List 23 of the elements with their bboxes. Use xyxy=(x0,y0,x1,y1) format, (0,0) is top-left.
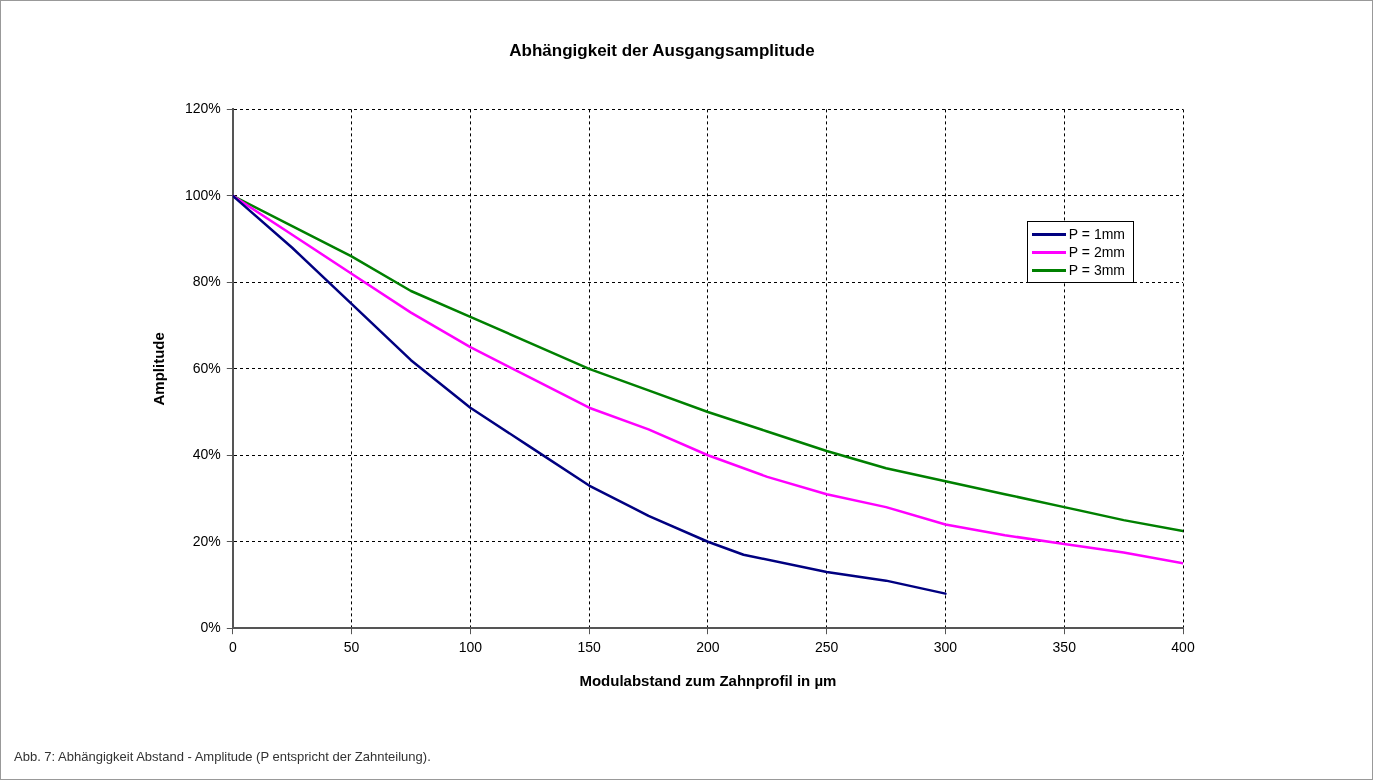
y-axis-title: Amplitude xyxy=(150,332,168,406)
x-tick-label: 400 xyxy=(1171,639,1195,656)
y-tick-label: 100% xyxy=(184,186,221,203)
chart-title: Abhängigkeit der Ausgangsamplitude xyxy=(509,40,815,60)
caption: Abb. 7: Abhängigkeit Abstand - Amplitude (P entspricht der Zahnteilung). xyxy=(14,749,431,764)
x-tick-label: 250 xyxy=(815,639,839,656)
legend-label: P = 1mm xyxy=(1068,226,1125,242)
x-tick-label: 350 xyxy=(1052,639,1077,656)
legend-label: P = 2mm xyxy=(1068,244,1125,260)
x-tick-label: 50 xyxy=(343,639,360,656)
x-tick-label: 0 xyxy=(228,639,237,656)
y-tick-label: 20% xyxy=(192,532,221,549)
x-axis-title: Modulabstand zum Zahnprofil in µm xyxy=(579,672,837,690)
x-tick-label: 150 xyxy=(577,639,602,656)
x-tick-label: 300 xyxy=(933,639,958,656)
y-tick-label: 0% xyxy=(200,619,221,636)
x-tick-label: 100 xyxy=(458,639,483,656)
legend-label: P = 3mm xyxy=(1068,262,1125,278)
y-tick-label: 60% xyxy=(192,359,221,376)
x-tick-label: 200 xyxy=(696,639,720,656)
y-tick-label: 40% xyxy=(192,446,221,463)
y-tick-label: 80% xyxy=(192,273,221,290)
y-tick-label: 120% xyxy=(184,100,221,117)
